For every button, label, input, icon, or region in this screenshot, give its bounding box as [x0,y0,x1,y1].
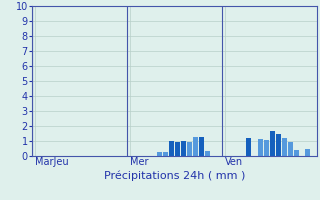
Bar [193,137,198,156]
Bar [264,140,269,156]
X-axis label: Précipitations 24h ( mm ): Précipitations 24h ( mm ) [104,170,245,181]
Bar [276,134,281,156]
Bar [288,142,292,156]
Bar [187,142,192,156]
Bar [163,152,168,156]
Bar [181,141,186,156]
Bar [199,137,204,156]
Bar [282,138,287,156]
Bar [258,139,263,156]
Bar [246,138,251,156]
Bar [293,150,299,156]
Bar [270,131,275,156]
Bar [157,152,162,156]
Bar [305,149,310,156]
Bar [204,151,210,156]
Bar [169,141,174,156]
Bar [175,142,180,156]
